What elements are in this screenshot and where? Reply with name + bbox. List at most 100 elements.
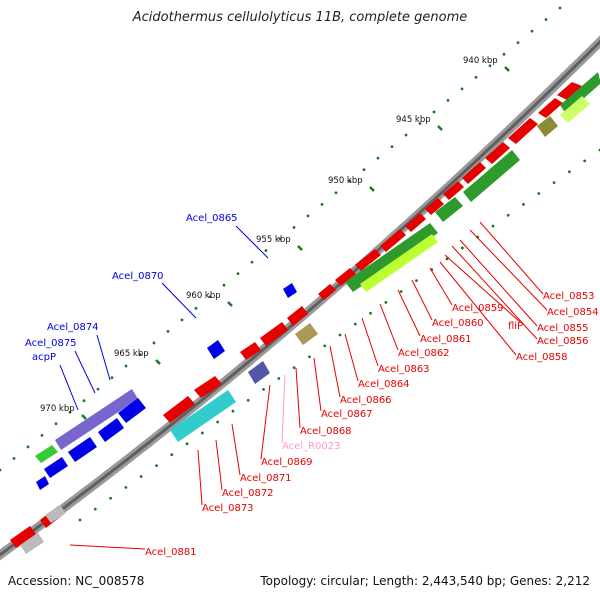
grid-dot xyxy=(404,133,408,137)
grid-dot xyxy=(432,110,436,114)
leader-line xyxy=(459,239,538,327)
grid-dot xyxy=(264,249,268,252)
leader-line xyxy=(329,345,341,398)
cds-arrow xyxy=(557,82,582,100)
grid-dot xyxy=(502,52,506,56)
grid-dot xyxy=(323,344,327,348)
ruler-label: 970 kbp xyxy=(40,404,75,414)
cds-arrow xyxy=(260,322,288,346)
grid-dot xyxy=(26,445,30,449)
gene-label-acel_0873: Acel_0873 xyxy=(202,503,254,514)
cds-arrow xyxy=(538,98,563,118)
cds-arrow xyxy=(355,249,381,271)
gene-label-acel_0869: Acel_0869 xyxy=(261,457,313,468)
grid-dot xyxy=(216,420,220,424)
grid-dot xyxy=(12,457,16,460)
grid-dot xyxy=(0,468,2,472)
ruler-tick xyxy=(297,245,303,251)
gene-band xyxy=(295,323,318,345)
gene-label-acel_0853: Acel_0853 xyxy=(543,291,595,302)
gene-label-acel_0861: Acel_0861 xyxy=(420,334,472,345)
ruler-label: 960 kbp xyxy=(186,291,221,301)
gene-band xyxy=(170,390,236,442)
gene-label-acel_0855: Acel_0855 xyxy=(537,323,589,334)
grid-dot xyxy=(54,422,58,426)
grid-dot xyxy=(262,388,265,391)
grid-dot xyxy=(530,29,534,33)
grid-dot xyxy=(446,99,450,102)
leader-line xyxy=(479,221,544,295)
grid-dot xyxy=(292,226,296,229)
gene-label-acel_0874: Acel_0874 xyxy=(47,322,99,333)
gene-label-acel_0867: Acel_0867 xyxy=(321,409,373,420)
ruler-tick xyxy=(369,186,375,192)
cds-arrow xyxy=(508,118,538,144)
leader-line xyxy=(59,364,79,411)
grid-dot xyxy=(277,377,281,380)
leader-line xyxy=(397,289,421,337)
gene-label-acel_0856: Acel_0856 xyxy=(537,336,589,347)
gene-band xyxy=(20,533,44,554)
grid-dot xyxy=(110,376,114,379)
grid-dot xyxy=(348,179,352,183)
gene-band xyxy=(360,234,438,292)
gene-label-acel_0881: Acel_0881 xyxy=(145,547,197,558)
gene-band xyxy=(345,223,438,292)
gene-band xyxy=(435,197,463,222)
leader-line xyxy=(469,229,548,311)
grid-dot xyxy=(390,145,394,149)
feature-glyphs xyxy=(10,72,600,554)
grid-dot xyxy=(278,237,282,241)
leader-line xyxy=(235,225,269,259)
cds-arrow-reverse xyxy=(118,398,146,423)
gene-label-acel_0870: Acel_0870 xyxy=(112,271,164,282)
grid-dot xyxy=(516,41,520,45)
ruler-tick xyxy=(227,301,233,307)
leader-line xyxy=(313,357,322,412)
gene-label-acel_0865: Acel_0865 xyxy=(186,213,238,224)
cds-arrow-reverse xyxy=(207,340,225,359)
grid-dot xyxy=(82,399,86,403)
gene-label-acpp: acpP xyxy=(32,352,56,363)
gene-band xyxy=(55,389,138,450)
cds-arrow xyxy=(194,376,222,398)
gene-label-acel_0862: Acel_0862 xyxy=(398,348,450,359)
gene-label-acel_0871: Acel_0871 xyxy=(240,473,292,484)
grid-dot xyxy=(418,122,422,125)
grid-dot xyxy=(93,507,97,511)
grid-dot xyxy=(491,224,495,228)
grid-dot xyxy=(222,283,226,287)
grid-dot xyxy=(166,330,170,333)
cds-arrow xyxy=(10,526,36,548)
gene-band xyxy=(248,361,270,384)
ruler: 940 kbp 945 kbp 950 kbp 955 kbp 960 kbp 965 k… xyxy=(40,56,510,420)
grid-dot xyxy=(338,333,342,337)
gene-band xyxy=(560,96,590,123)
grid-dot xyxy=(506,213,510,217)
leader-line xyxy=(69,544,146,550)
gene-label-acel_0858: Acel_0858 xyxy=(516,352,568,363)
cds-arrow-reverse xyxy=(98,418,124,442)
gene-label-acel_0854: Acel_0854 xyxy=(547,307,599,318)
grid-dot xyxy=(369,311,372,315)
grid-dot xyxy=(78,518,82,522)
accession-text: Accession: NC_008578 xyxy=(8,574,145,588)
ruler-label: 940 kbp xyxy=(463,56,498,66)
grid-dot xyxy=(320,202,324,206)
grid-dot xyxy=(170,453,174,457)
leader-line xyxy=(74,350,96,394)
grid-dot xyxy=(250,260,254,264)
cds-arrow xyxy=(287,306,308,326)
grid-dot xyxy=(558,6,562,10)
gene-band xyxy=(35,445,58,463)
cds-arrow xyxy=(318,284,336,300)
leader-line xyxy=(379,303,399,351)
cds-arrow xyxy=(380,229,406,252)
gene-labels: Acel_0865 Acel_0870 Acel_0874 Acel_0875 acpP… xyxy=(25,213,599,558)
map-title: Acidothermus cellulolyticus 11B, complet… xyxy=(132,10,468,25)
cds-arrow-reverse xyxy=(44,457,68,478)
grid-dot xyxy=(292,366,296,370)
grid-dot xyxy=(236,272,240,276)
